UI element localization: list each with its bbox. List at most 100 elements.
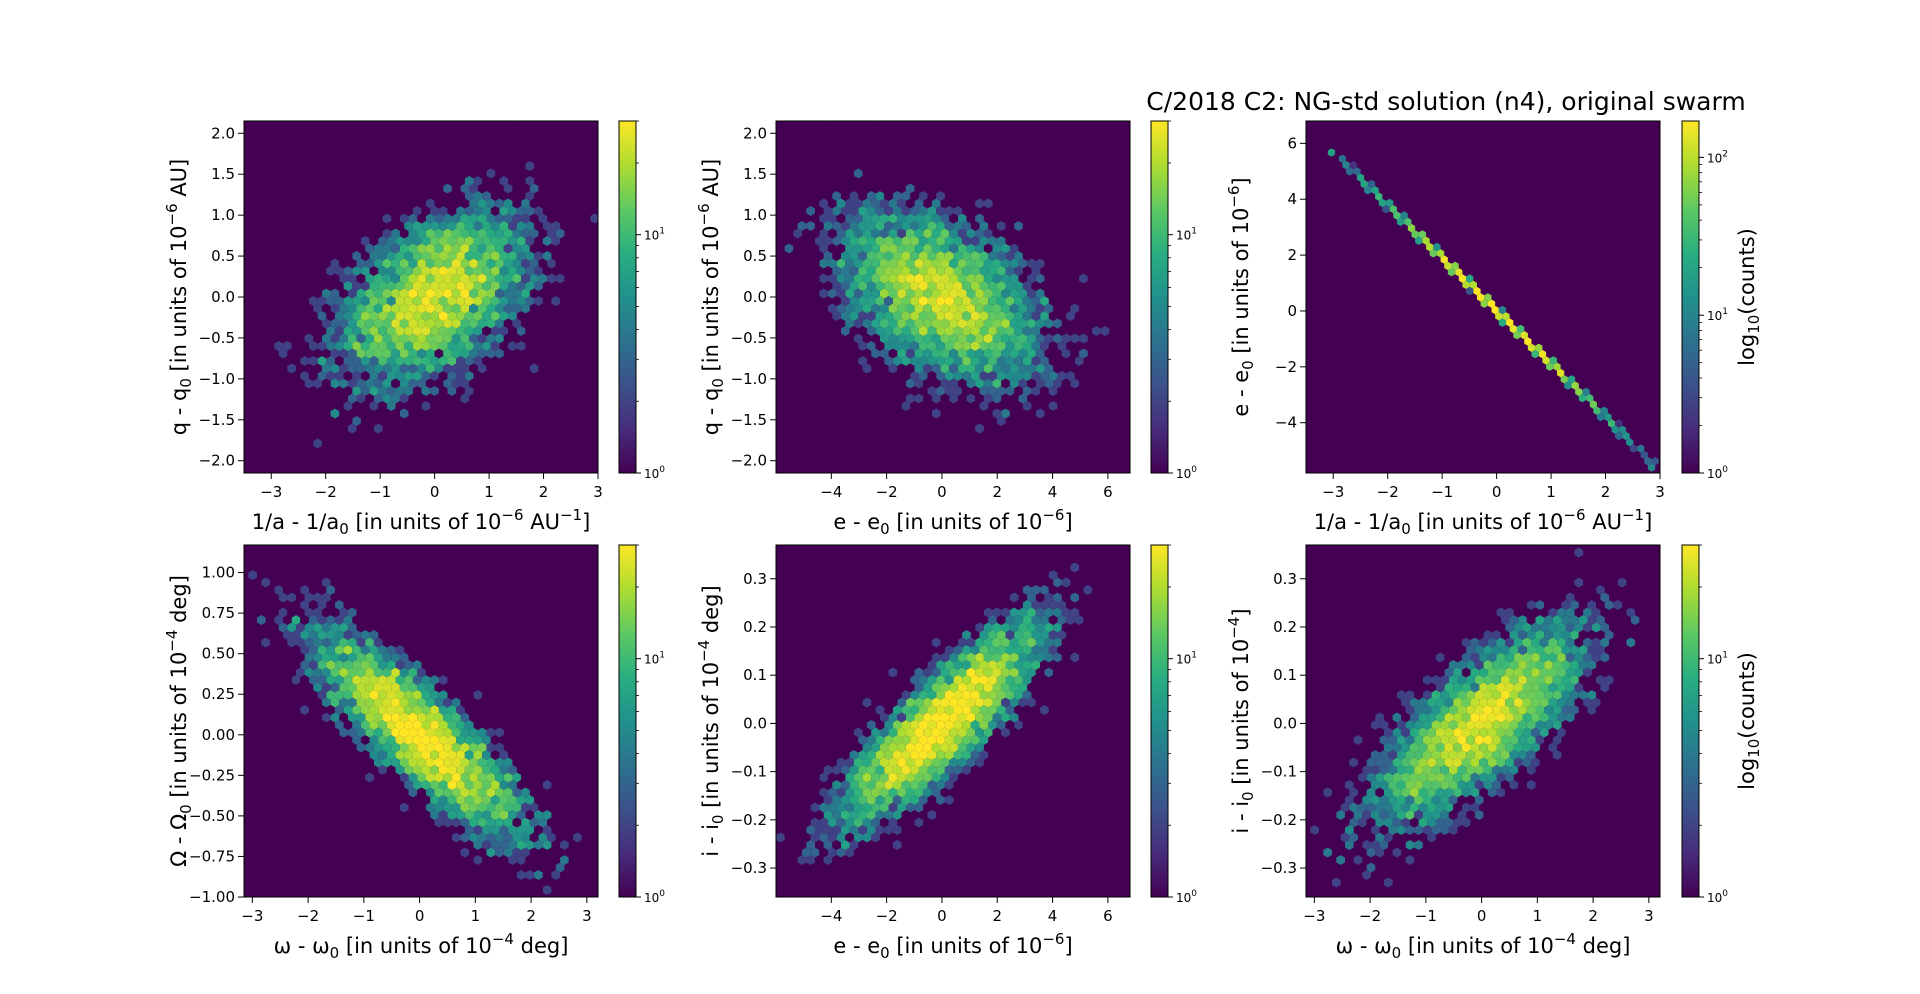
hexbin-cell — [508, 266, 517, 276]
hexbin-cell — [1448, 645, 1458, 655]
hexbin-cell — [460, 772, 470, 783]
hexbin-cell — [1570, 705, 1579, 715]
hexbin-cell — [373, 727, 383, 738]
plot-frame — [1305, 544, 1661, 898]
hexbin-cell — [1414, 810, 1423, 820]
hexbin-cell — [1022, 615, 1032, 625]
hexbin-cell — [910, 236, 919, 246]
hexbin-cell — [547, 273, 556, 284]
hexbin-cell — [975, 333, 984, 344]
hexbin-cell — [897, 198, 906, 209]
hexbin-cell — [884, 191, 893, 201]
hexbin-cell — [417, 363, 426, 374]
hexbin-cell — [1001, 348, 1010, 359]
hexbin-cell — [988, 296, 997, 306]
hexbin-cell — [334, 371, 344, 381]
hexbin-cell — [412, 221, 422, 231]
hexbin-cell — [308, 311, 318, 321]
hexbin-cell — [1357, 817, 1367, 828]
hexbin-cell — [836, 787, 846, 798]
hexbin-cell — [1422, 236, 1430, 245]
hexbin-cell — [866, 341, 876, 351]
hexbin-cell — [1492, 615, 1501, 625]
hexbin-cell — [1005, 705, 1015, 715]
hexbin-cell — [382, 303, 392, 314]
hexbin-cell — [1357, 847, 1367, 858]
hexbin-cell — [1357, 862, 1367, 873]
hexbin-cell — [866, 206, 876, 216]
hexbin-cell — [1587, 660, 1597, 670]
hexbin-cell — [892, 840, 902, 850]
hexbin-cell — [1035, 408, 1045, 419]
hexbin-cell — [395, 690, 405, 700]
hexbin-cell — [1622, 615, 1631, 625]
hexbin-cell — [464, 720, 474, 730]
hexbin-cell — [858, 251, 867, 261]
hexbin-cell — [295, 378, 305, 389]
hexbin-cell — [1535, 705, 1545, 715]
hexbin-cell — [988, 645, 997, 655]
hexbin-cell — [304, 607, 314, 618]
hexbin-cell — [456, 780, 465, 790]
hexbin-cell — [317, 660, 327, 670]
hexbin-cell — [512, 727, 522, 738]
hexbin-cell — [810, 772, 820, 783]
hexbin-cell — [486, 847, 496, 858]
hexbin-cell — [326, 311, 335, 321]
hexbin-cell — [1440, 780, 1449, 790]
hexbin-cell — [326, 600, 335, 610]
hexbin-cell — [373, 393, 383, 404]
hexbin-cell — [1500, 660, 1510, 670]
hexbin-cell — [858, 146, 867, 156]
hexbin-cell — [1487, 712, 1497, 723]
hexbin-cell — [486, 168, 496, 179]
hexbin-cell — [278, 423, 288, 434]
hexbin-cell — [1022, 356, 1032, 366]
hexbin-cell — [1018, 682, 1028, 693]
hexbin-cell — [966, 228, 976, 239]
hexbin-cell — [1524, 337, 1532, 346]
hexbin-cell — [308, 630, 318, 640]
x-tick-label: −2 — [1377, 483, 1399, 501]
hexbin-cell — [871, 318, 880, 329]
hexbin-cell — [918, 266, 928, 276]
hexbin-cell — [940, 288, 950, 299]
hexbin-cell — [1513, 331, 1521, 340]
hexbin-cell — [996, 221, 1006, 231]
hexbin-cell — [1336, 855, 1345, 865]
hexbin-cell — [767, 184, 776, 194]
hexbin-cell — [451, 697, 461, 708]
hexbin-cell — [1048, 675, 1058, 685]
hexbin-cell — [1548, 697, 1558, 708]
hexbin-cell — [949, 348, 958, 359]
hexbin-cell — [1604, 585, 1614, 595]
hexbin-cell — [1027, 697, 1036, 708]
hexbin-cell — [542, 840, 552, 850]
hexbin-cell — [1513, 652, 1523, 663]
hexbin-cell — [901, 206, 911, 216]
hexbin-cell — [404, 386, 413, 396]
hexbin-cell — [1336, 825, 1345, 835]
hexbin-cell — [1557, 607, 1566, 618]
hexbin-cell — [1531, 757, 1540, 768]
hexbin-cell — [291, 660, 301, 670]
hexbin-cell — [914, 393, 924, 404]
hexbin-cell — [996, 236, 1006, 246]
hexbin-cell — [1575, 387, 1583, 397]
hexbin-cell — [1014, 600, 1023, 610]
hexbin-cell — [914, 213, 924, 224]
hexbin-cell — [395, 191, 405, 201]
hexbin-cell — [378, 251, 387, 261]
hexbin-cell — [888, 288, 898, 299]
hexbin-cell — [516, 765, 526, 775]
hexbin-cell — [827, 802, 837, 813]
hexbin-cell — [1505, 667, 1514, 678]
hexbin-cell — [979, 675, 989, 685]
hexbin-cell — [853, 318, 863, 329]
hexbin-cell — [477, 348, 487, 359]
hexbin-cell — [443, 258, 452, 269]
hexbin-cell — [1591, 697, 1601, 708]
x-tick-label: 6 — [1103, 483, 1113, 501]
hexbin-cell — [326, 326, 335, 336]
hexbin-cell — [503, 318, 513, 329]
